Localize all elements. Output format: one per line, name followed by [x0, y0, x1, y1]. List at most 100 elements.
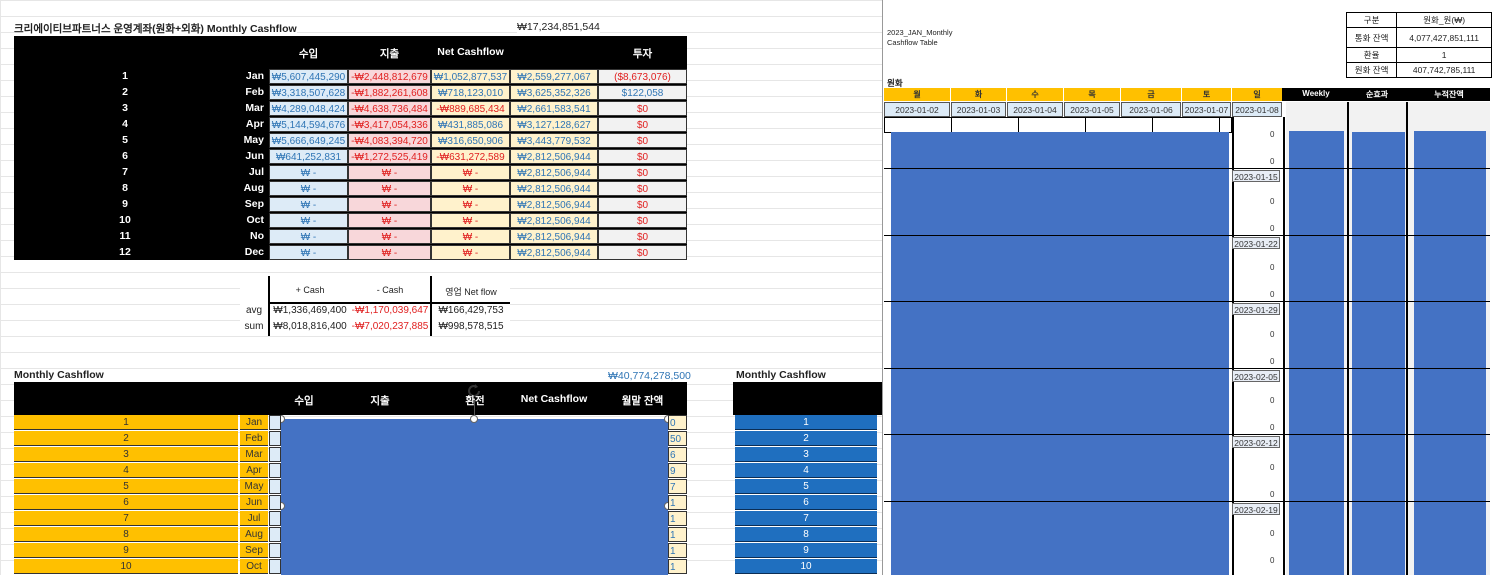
data-cell[interactable]: ₩ - [348, 197, 431, 212]
data-cell[interactable]: ₩3,318,507,628 [269, 85, 348, 100]
data-cell[interactable]: $0 [598, 149, 687, 164]
data-cell[interactable]: ₩ - [431, 229, 510, 244]
data-cell[interactable] [269, 559, 281, 574]
summary-cell[interactable]: ₩998,578,515 [438, 321, 504, 332]
data-cell[interactable]: $0 [598, 229, 687, 244]
data-cell[interactable]: 1 [668, 559, 687, 574]
data-cell[interactable]: 7 [668, 479, 687, 494]
shape-net-effect[interactable] [1352, 132, 1405, 575]
data-cell[interactable]: 1 [668, 543, 687, 558]
data-cell[interactable]: ₩ - [431, 245, 510, 260]
data-cell[interactable]: ₩ - [431, 181, 510, 196]
data-cell[interactable]: -₩1,882,261,608 [348, 85, 431, 100]
data-cell[interactable]: ₩5,144,594,676 [269, 117, 348, 132]
data-cell[interactable]: ₩718,123,010 [431, 85, 510, 100]
data-cell[interactable]: ₩ - [431, 213, 510, 228]
summary-cell[interactable]: ₩8,018,816,400 [273, 321, 347, 332]
data-cell[interactable]: ($8,673,076) [598, 69, 687, 84]
data-cell[interactable]: $0 [598, 197, 687, 212]
week-date[interactable]: 2023-01-15 [1232, 170, 1280, 182]
data-cell[interactable] [269, 415, 281, 430]
data-cell[interactable] [269, 511, 281, 526]
data-cell[interactable]: $0 [598, 181, 687, 196]
week-date[interactable]: 2023-02-12 [1232, 436, 1280, 448]
data-cell[interactable]: 0 [668, 415, 687, 430]
data-cell[interactable]: ₩ - [269, 197, 348, 212]
data-cell[interactable]: ₩2,661,583,541 [510, 101, 598, 116]
week-date[interactable]: 2023-02-19 [1232, 502, 1280, 515]
week-date[interactable]: 2023-01-22 [1232, 236, 1280, 249]
date-cell[interactable]: 2023-01-02 [884, 102, 950, 117]
data-cell[interactable]: -₩631,272,589 [431, 149, 510, 164]
data-cell[interactable]: ₩3,625,352,326 [510, 85, 598, 100]
data-cell[interactable]: ₩ - [269, 181, 348, 196]
data-cell[interactable]: ₩2,812,506,944 [510, 181, 598, 196]
data-cell[interactable]: -₩2,448,812,679 [348, 69, 431, 84]
summary-cell[interactable]: -₩7,020,237,885 [351, 321, 429, 332]
data-cell[interactable]: ₩ - [348, 213, 431, 228]
data-cell[interactable]: ₩2,812,506,944 [510, 149, 598, 164]
date-cell[interactable]: 2023-01-08 [1232, 102, 1282, 117]
data-cell[interactable]: ₩2,559,277,067 [510, 69, 598, 84]
summary-cell[interactable]: -₩1,170,039,647 [351, 305, 429, 316]
data-cell[interactable] [269, 447, 281, 462]
rotate-handle-icon[interactable] [466, 383, 482, 399]
shape-cumulative[interactable] [1414, 131, 1486, 575]
data-cell[interactable]: ₩3,443,779,532 [510, 133, 598, 148]
data-cell[interactable]: 1 [668, 495, 687, 510]
data-cell[interactable]: $0 [598, 165, 687, 180]
data-cell[interactable]: 6 [668, 447, 687, 462]
date-cell[interactable]: 2023-01-07 [1182, 102, 1231, 117]
data-cell[interactable]: -₩889,685,434 [431, 101, 510, 116]
data-cell[interactable]: ₩2,812,506,944 [510, 213, 598, 228]
shape-weekly[interactable] [1289, 131, 1344, 575]
data-cell[interactable]: ₩ - [431, 165, 510, 180]
date-cell[interactable]: 2023-01-03 [951, 102, 1006, 117]
data-cell[interactable]: $0 [598, 213, 687, 228]
shape-calendar[interactable] [891, 132, 1229, 575]
data-cell[interactable]: ₩ - [269, 165, 348, 180]
data-cell[interactable] [269, 431, 281, 446]
data-cell[interactable]: ₩5,607,445,290 [269, 69, 348, 84]
data-cell[interactable]: $0 [598, 117, 687, 132]
week-date[interactable]: 2023-01-29 [1232, 303, 1280, 315]
data-cell[interactable]: $0 [598, 133, 687, 148]
data-cell[interactable] [269, 543, 281, 558]
resize-handle[interactable] [470, 415, 478, 423]
data-cell[interactable]: ₩4,289,048,424 [269, 101, 348, 116]
date-cell[interactable]: 2023-01-05 [1064, 102, 1120, 117]
data-cell[interactable]: ₩1,052,877,537 [431, 69, 510, 84]
data-cell[interactable]: ₩ - [348, 181, 431, 196]
data-cell[interactable]: ₩316,650,906 [431, 133, 510, 148]
data-cell[interactable] [269, 463, 281, 478]
data-cell[interactable]: ₩ - [348, 229, 431, 244]
data-cell[interactable]: 50 [668, 431, 687, 446]
data-cell[interactable]: $0 [598, 101, 687, 116]
data-cell[interactable]: -₩3,417,054,336 [348, 117, 431, 132]
week-date[interactable]: 2023-02-05 [1232, 369, 1280, 382]
data-cell[interactable]: $0 [598, 245, 687, 260]
data-cell[interactable] [269, 527, 281, 542]
data-cell[interactable]: ₩2,812,506,944 [510, 245, 598, 260]
data-cell[interactable] [269, 479, 281, 494]
date-cell[interactable]: 2023-01-04 [1007, 102, 1063, 117]
date-cell[interactable]: 2023-01-06 [1121, 102, 1181, 117]
data-cell[interactable]: ₩2,812,506,944 [510, 165, 598, 180]
data-cell[interactable]: 1 [668, 527, 687, 542]
summary-cell[interactable]: ₩1,336,469,400 [273, 305, 347, 316]
data-cell[interactable]: -₩1,272,525,419 [348, 149, 431, 164]
data-cell[interactable]: ₩ - [269, 229, 348, 244]
data-cell[interactable]: ₩2,812,506,944 [510, 229, 598, 244]
data-cell[interactable]: ₩ - [348, 165, 431, 180]
data-cell[interactable]: 9 [668, 463, 687, 478]
data-cell[interactable] [269, 495, 281, 510]
data-cell[interactable]: -₩4,638,736,484 [348, 101, 431, 116]
data-cell[interactable]: ₩3,127,128,627 [510, 117, 598, 132]
data-cell[interactable]: ₩ - [269, 213, 348, 228]
summary-cell[interactable]: ₩166,429,753 [438, 305, 504, 316]
data-cell[interactable]: ₩ - [269, 245, 348, 260]
selected-shape[interactable] [281, 419, 668, 575]
data-cell[interactable]: ₩5,666,649,245 [269, 133, 348, 148]
data-cell[interactable]: ₩ - [431, 197, 510, 212]
data-cell[interactable]: $122,058 [598, 85, 687, 100]
